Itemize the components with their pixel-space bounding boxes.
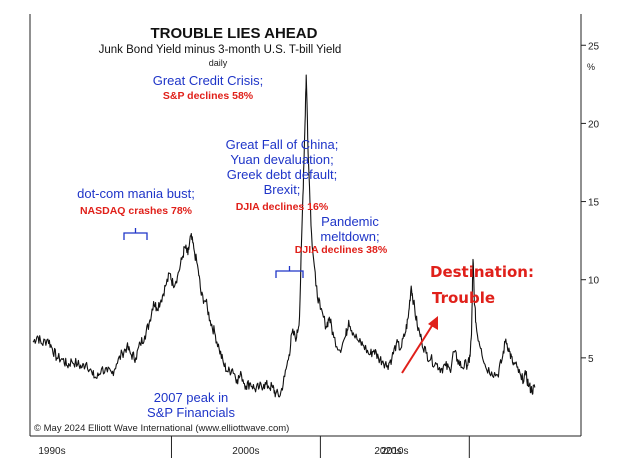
annotation-djia-38: DJIA declines 38% — [295, 244, 388, 256]
annotation-sp-decline: S&P declines 58% — [163, 90, 254, 102]
y-tick-label: 5 — [588, 354, 594, 365]
destination-label: Destination: — [430, 263, 534, 281]
copyright-notice: © May 2024 Elliott Wave International (w… — [34, 423, 289, 434]
x-tick-label: 1990s — [38, 446, 65, 457]
china-bracket — [275, 266, 304, 278]
y-axis-unit-label: % — [587, 62, 595, 72]
annotation-nasdaq: NASDAQ crashes 78% — [80, 205, 193, 217]
annotation-brexit: Brexit; — [264, 182, 301, 197]
annotation-china: Great Fall of China; — [226, 137, 339, 152]
annotation-credit-crisis: Great Credit Crisis; — [153, 73, 264, 88]
annotation-greek: Greek debt default; — [227, 167, 338, 182]
x-tick-label: 2000s — [232, 446, 259, 457]
y-tick-label: 10 — [588, 276, 600, 287]
y-tick-label: 25 — [588, 41, 600, 52]
y-tick-label: 20 — [588, 119, 600, 130]
series-line-junk-spread — [32, 74, 536, 398]
chart-frequency: daily — [209, 58, 228, 68]
chart-title: TROUBLE LIES AHEAD — [151, 25, 318, 42]
destination-arrow-icon — [401, 316, 438, 374]
plot-frame — [29, 14, 582, 437]
annotation-djia-16: DJIA declines 16% — [236, 201, 329, 213]
annotation-pandemic: Pandemic — [321, 214, 379, 229]
annotation-2007-peak: 2007 peak in — [154, 390, 228, 405]
y-axis: 5 10 15 20 25 — [581, 41, 600, 365]
annotation-dotcom: dot-com mania bust; — [77, 186, 195, 201]
trouble-label: Trouble — [432, 289, 495, 307]
x-tick-label: 2010s — [381, 446, 408, 457]
annotation-sp-financials: S&P Financials — [147, 405, 235, 420]
y-tick-label: 15 — [588, 198, 600, 209]
dotcom-bracket — [123, 228, 148, 240]
chart-subtitle: Junk Bond Yield minus 3-month U.S. T-bil… — [99, 44, 342, 56]
annotation-meltdown: meltdown; — [320, 229, 379, 244]
x-tick-label: 2020s — [374, 446, 401, 457]
annotation-yuan: Yuan devaluation; — [230, 152, 333, 167]
